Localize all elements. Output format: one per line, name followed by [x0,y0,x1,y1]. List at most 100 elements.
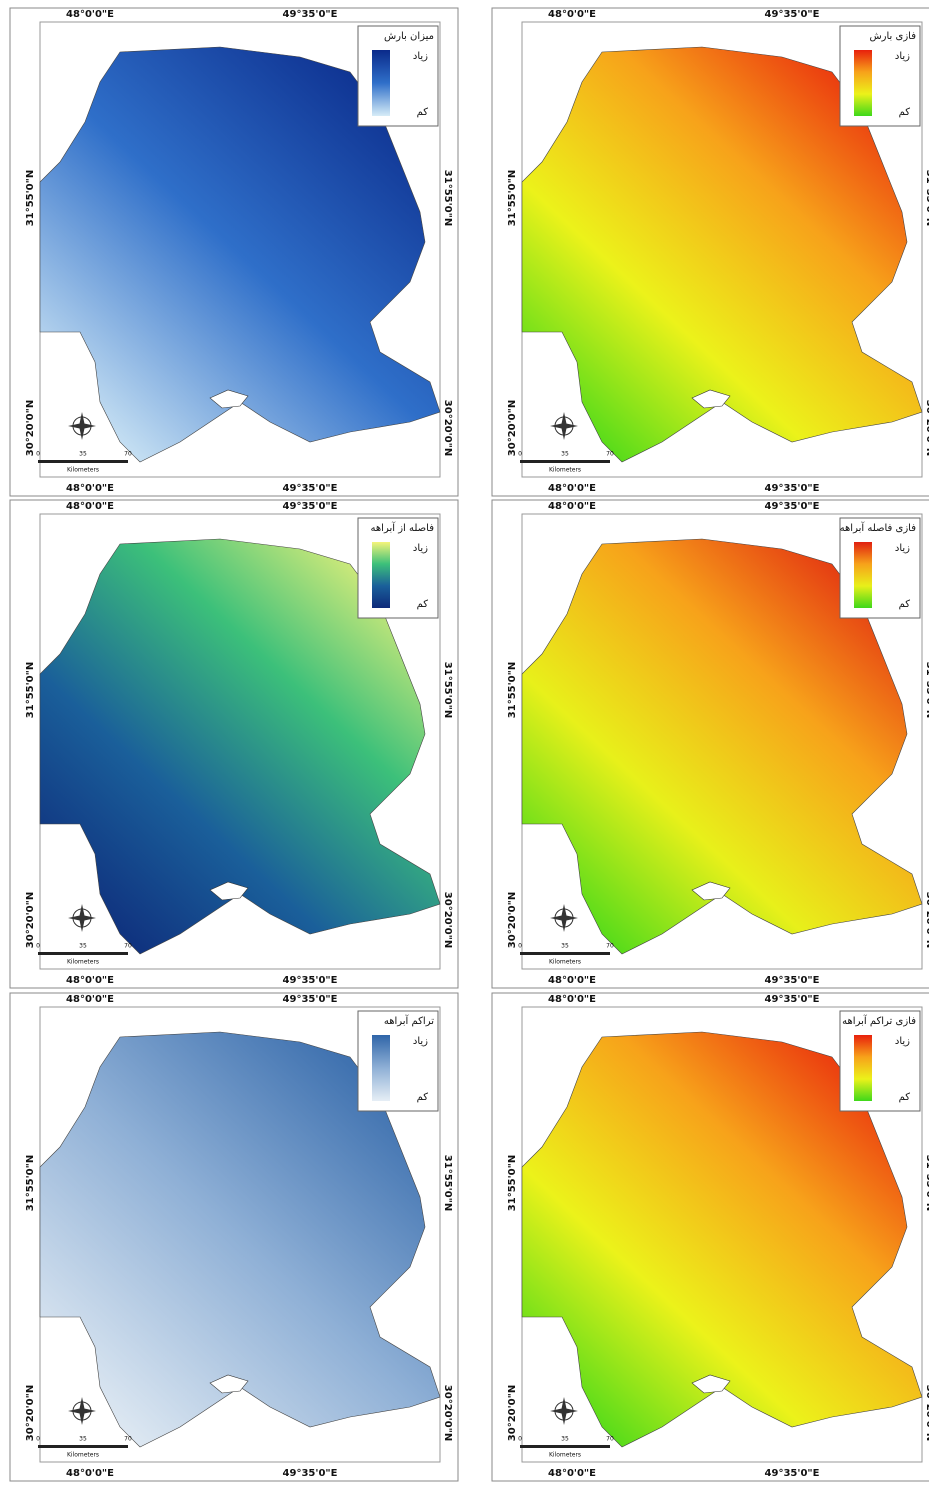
legend-title: فازی فاصله آبراهه [840,521,917,534]
legend-ramp [854,50,872,116]
scale-label: 35 [79,451,87,458]
scale-bar [38,952,128,955]
north-arrow [550,1397,578,1425]
scale-unit: Kilometers [67,1452,99,1459]
scale-label: 70 [606,1436,614,1443]
legend-title: فاصله از آبراهه [371,521,435,534]
longitude-label: 49°35'0"E [765,994,820,1005]
scale-unit: Kilometers [67,467,99,474]
north-arrow [68,1397,96,1425]
legend-high: زیاد [895,51,910,62]
scale-bar [38,1445,128,1448]
scale-bar [38,460,128,463]
legend-box [357,1010,439,1112]
longitude-label: 48°0'0"E [548,483,596,494]
north-arrow [550,904,578,932]
latitude-label: 30°20'0"N [442,1385,453,1441]
latitude-label: 30°20'0"N [25,400,36,456]
legend-ramp [372,542,390,608]
scale-label: 35 [561,451,569,458]
lake [209,389,249,409]
latitude-label: 30°20'0"N [924,1385,929,1441]
legend-ramp [854,1035,872,1101]
scale-label: 35 [79,943,87,950]
scale-label: 0 [518,451,522,458]
lake [691,1374,731,1394]
scale-bar [520,952,610,955]
latitude-label: 31°55'0"N [507,170,518,226]
province-map [521,538,923,955]
latitude-label: 31°55'0"N [507,662,518,718]
province-map [39,538,441,955]
longitude-label: 48°0'0"E [66,1468,114,1479]
scale-label: 0 [36,943,40,950]
latitude-label: 30°20'0"N [25,892,36,948]
longitude-label: 49°35'0"E [283,994,338,1005]
legend-title: میزان بارش [384,31,434,42]
scale-label: 70 [124,943,132,950]
scale-bar [520,460,610,463]
longitude-label: 48°0'0"E [548,994,596,1005]
longitude-label: 48°0'0"E [66,483,114,494]
scale-label: 70 [124,451,132,458]
longitude-label: 49°35'0"E [283,501,338,512]
scale-label: 0 [518,1436,522,1443]
map-panel: 48°0'0"E 48°0'0"E 49°35'0"E 49°35'0"E 31°55'… [491,499,929,989]
north-arrow [550,412,578,440]
legend-box [839,25,921,127]
scale-label: 0 [36,1436,40,1443]
scale-label: 35 [79,1436,87,1443]
latitude-label: 31°55'0"N [924,1155,929,1211]
latitude-label: 31°55'0"N [924,170,929,226]
latitude-label: 30°20'0"N [507,400,518,456]
map-panel: 48°0'0"E 48°0'0"E 49°35'0"E 49°35'0"E 31°55'… [9,992,459,1482]
scale-label: 0 [518,943,522,950]
latitude-label: 31°55'0"N [442,662,453,718]
latitude-label: 30°20'0"N [442,400,453,456]
longitude-label: 49°35'0"E [765,483,820,494]
legend-title: تراکم آبراهه [384,1014,434,1027]
legend-low: کم [417,107,429,118]
latitude-label: 30°20'0"N [25,1385,36,1441]
legend-high: زیاد [895,1036,910,1047]
lake [209,881,249,901]
scale-unit: Kilometers [549,959,581,966]
legend-box [839,517,921,619]
province-map [521,46,923,463]
longitude-label: 49°35'0"E [765,975,820,986]
lake [209,1374,249,1394]
latitude-label: 31°55'0"N [924,662,929,718]
legend-low: کم [899,1092,911,1103]
scale-bar [520,1445,610,1448]
legend-box [357,25,439,127]
scale-label: 70 [606,943,614,950]
scale-label: 35 [561,1436,569,1443]
north-arrow [68,904,96,932]
scale-unit: Kilometers [67,959,99,966]
legend-low: کم [417,1092,429,1103]
longitude-label: 48°0'0"E [548,975,596,986]
scale-unit: Kilometers [549,1452,581,1459]
legend-box [357,517,439,619]
latitude-label: 31°55'0"N [25,1155,36,1211]
latitude-label: 31°55'0"N [25,170,36,226]
longitude-label: 48°0'0"E [66,9,114,20]
map-panel: 48°0'0"E 48°0'0"E 49°35'0"E 49°35'0"E 31°55'… [9,7,459,497]
province-map [39,1031,441,1448]
longitude-label: 48°0'0"E [66,501,114,512]
scale-label: 70 [606,451,614,458]
longitude-label: 49°35'0"E [283,975,338,986]
province-map [39,46,441,463]
lake [691,881,731,901]
latitude-label: 31°55'0"N [25,662,36,718]
longitude-label: 49°35'0"E [283,483,338,494]
longitude-label: 48°0'0"E [66,994,114,1005]
scale-label: 35 [561,943,569,950]
latitude-label: 30°20'0"N [442,892,453,948]
latitude-label: 31°55'0"N [442,170,453,226]
latitude-label: 31°55'0"N [442,1155,453,1211]
longitude-label: 48°0'0"E [548,501,596,512]
legend-title: فازی بارش [869,31,916,42]
legend-ramp [372,1035,390,1101]
latitude-label: 30°20'0"N [924,892,929,948]
